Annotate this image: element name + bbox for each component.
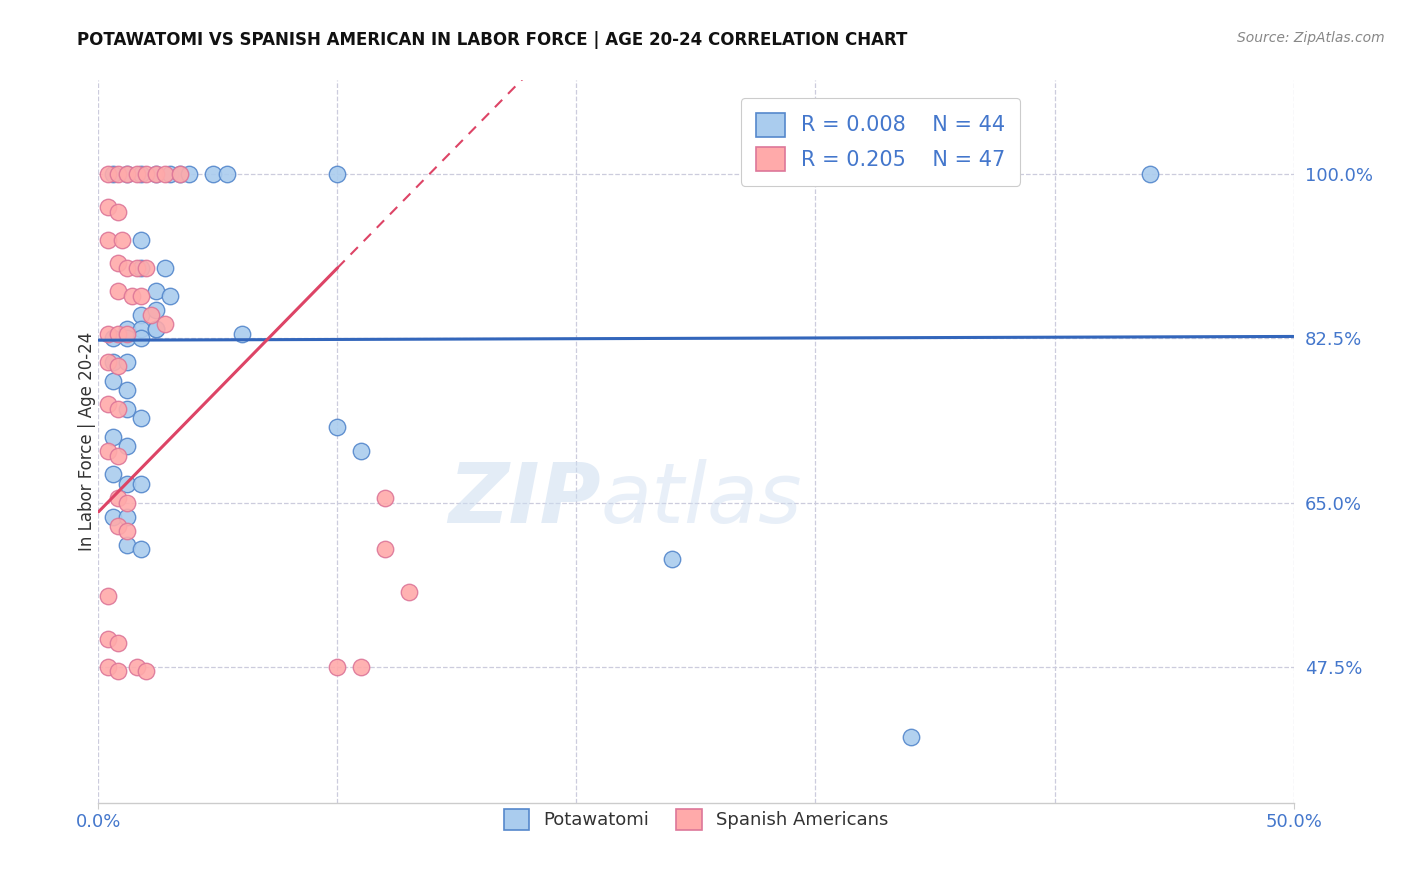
Point <box>107 449 129 463</box>
Point <box>159 289 181 303</box>
Point <box>131 233 153 247</box>
Point <box>107 285 129 299</box>
Point <box>101 331 124 345</box>
Point <box>115 326 138 341</box>
Point <box>101 355 124 369</box>
Point <box>107 401 129 416</box>
Point <box>131 331 153 345</box>
Point <box>131 289 153 303</box>
Point <box>145 303 167 318</box>
Point <box>135 260 157 275</box>
Point <box>374 542 396 557</box>
Point <box>145 322 167 336</box>
Point <box>155 318 177 332</box>
Point <box>350 444 373 458</box>
Point <box>97 167 120 181</box>
Point <box>145 167 167 181</box>
Y-axis label: In Labor Force | Age 20-24: In Labor Force | Age 20-24 <box>79 332 96 551</box>
Point <box>111 233 134 247</box>
Point <box>131 308 153 322</box>
Point <box>97 659 120 673</box>
Point <box>115 524 138 538</box>
Point <box>97 590 120 604</box>
Point <box>115 509 138 524</box>
Point <box>231 326 253 341</box>
Point <box>125 659 148 673</box>
Point <box>115 383 138 397</box>
Point <box>107 204 129 219</box>
Point <box>155 167 177 181</box>
Point <box>398 584 420 599</box>
Point <box>97 632 120 646</box>
Point <box>97 200 120 214</box>
Point <box>202 167 225 181</box>
Point <box>139 308 162 322</box>
Point <box>107 636 129 650</box>
Point <box>107 326 129 341</box>
Legend: Potawatomi, Spanish Americans: Potawatomi, Spanish Americans <box>496 802 896 837</box>
Point <box>131 322 153 336</box>
Point <box>350 659 373 673</box>
Point <box>97 355 120 369</box>
Point <box>115 476 138 491</box>
Point <box>115 355 138 369</box>
Point <box>131 167 153 181</box>
Point <box>131 542 153 557</box>
Point <box>900 730 922 744</box>
Point <box>217 167 239 181</box>
Point <box>115 439 138 453</box>
Point <box>135 167 157 181</box>
Point <box>115 322 138 336</box>
Point <box>326 659 349 673</box>
Point <box>155 260 177 275</box>
Point <box>107 519 129 533</box>
Point <box>97 444 120 458</box>
Point <box>97 233 120 247</box>
Point <box>115 401 138 416</box>
Point <box>97 397 120 411</box>
Point <box>1139 167 1161 181</box>
Point <box>131 260 153 275</box>
Point <box>169 167 191 181</box>
Point <box>107 665 129 679</box>
Point <box>107 359 129 374</box>
Point <box>101 467 124 482</box>
Point <box>115 167 138 181</box>
Point <box>125 167 148 181</box>
Point <box>145 167 167 181</box>
Point <box>107 167 129 181</box>
Point <box>115 495 138 509</box>
Point <box>107 491 129 505</box>
Point <box>115 167 138 181</box>
Point <box>145 322 167 336</box>
Text: atlas: atlas <box>600 458 801 540</box>
Point <box>179 167 201 181</box>
Point <box>115 331 138 345</box>
Point <box>115 260 138 275</box>
Point <box>661 551 683 566</box>
Point <box>169 167 191 181</box>
Point <box>326 420 349 434</box>
Text: Source: ZipAtlas.com: Source: ZipAtlas.com <box>1237 31 1385 45</box>
Point <box>107 256 129 270</box>
Point <box>101 509 124 524</box>
Text: POTAWATOMI VS SPANISH AMERICAN IN LABOR FORCE | AGE 20-24 CORRELATION CHART: POTAWATOMI VS SPANISH AMERICAN IN LABOR … <box>77 31 908 49</box>
Point <box>97 326 120 341</box>
Point <box>326 167 349 181</box>
Point <box>101 374 124 388</box>
Point <box>135 665 157 679</box>
Point <box>121 289 143 303</box>
Point <box>131 476 153 491</box>
Point <box>115 538 138 552</box>
Point <box>374 491 396 505</box>
Point <box>101 167 124 181</box>
Point <box>131 411 153 425</box>
Point <box>125 260 148 275</box>
Point <box>159 167 181 181</box>
Point <box>145 285 167 299</box>
Text: ZIP: ZIP <box>447 458 600 540</box>
Point <box>101 430 124 444</box>
